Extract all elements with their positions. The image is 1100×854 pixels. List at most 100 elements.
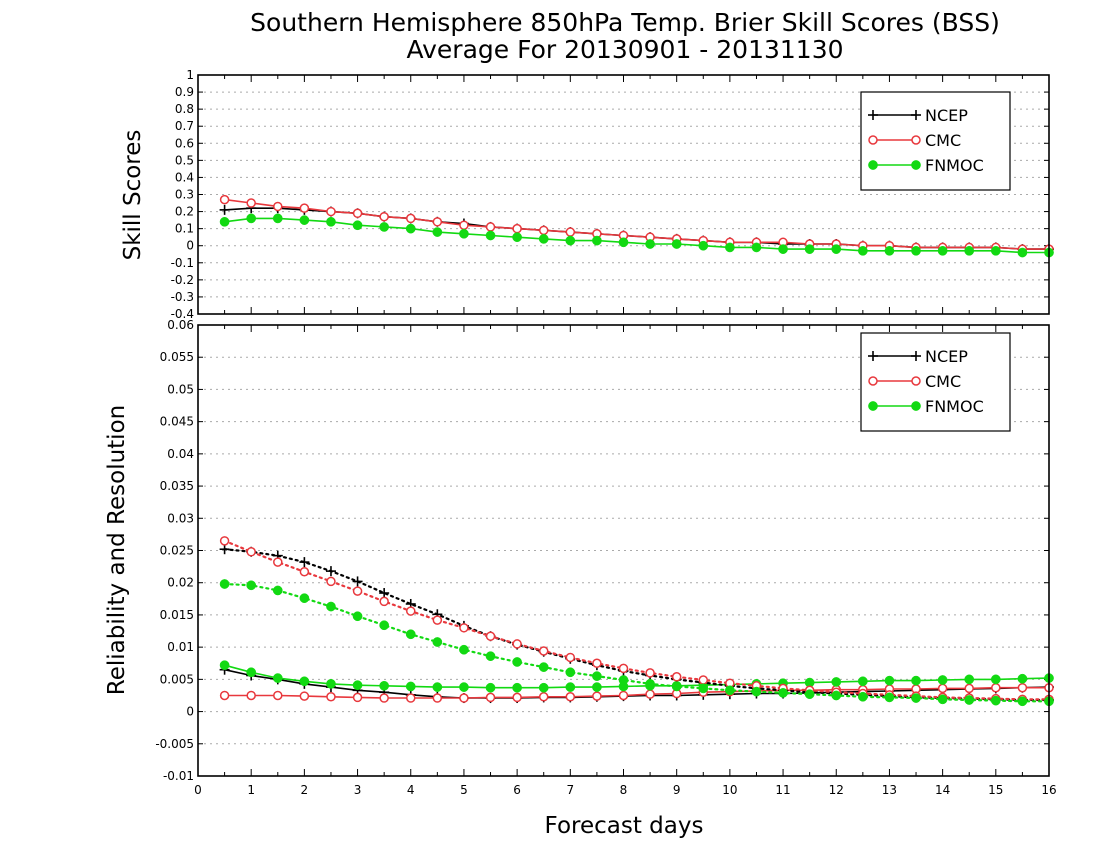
y-tick-label: 0.7: [175, 119, 194, 133]
data-point: [911, 675, 921, 686]
data-point: [352, 680, 363, 691]
legend-entry-fnmoc: FNMOC: [868, 397, 984, 416]
data-point: [219, 536, 230, 546]
x-tick-label: 10: [722, 783, 737, 797]
data-point: [219, 690, 230, 701]
data-point: [592, 671, 602, 681]
legend-marker: [868, 401, 878, 411]
data-point: [964, 245, 975, 256]
y-tick-label: 0.02: [167, 576, 194, 590]
y-tick-label: -0.1: [171, 256, 194, 270]
data-point: [459, 644, 469, 655]
data-point: [990, 695, 1001, 706]
chart-subtitle: Average For 20130901 - 20131130: [406, 35, 843, 64]
x-tick-label: 11: [775, 783, 790, 797]
data-point: [698, 675, 709, 685]
data-point: [352, 208, 363, 219]
legend-box: [860, 332, 1011, 432]
data-point: [406, 606, 416, 616]
data-point: [299, 567, 310, 577]
series-fnmoc-dotted: [219, 579, 1054, 707]
data-point: [565, 235, 576, 246]
legend-label: NCEP: [925, 347, 968, 366]
panel-1: 0.06 0.055 0.05 0.045 0.04 0.035 0.03 0.025 0.02…: [155, 318, 1054, 783]
data-point: [671, 672, 682, 682]
data-point: [326, 679, 336, 689]
data-point: [299, 215, 310, 225]
data-point: [299, 203, 310, 213]
series-line: [223, 539, 1051, 701]
data-point: [512, 232, 522, 243]
x-tick-label: 1: [247, 783, 255, 797]
plot-frame: [197, 74, 1050, 315]
data-point: [671, 239, 682, 249]
data-point: [273, 690, 283, 701]
data-point: [432, 217, 443, 227]
data-point: [272, 585, 283, 596]
data-point: [911, 245, 921, 256]
y-tick-label: 0.025: [160, 544, 194, 558]
data-point: [778, 244, 788, 254]
x-axis-title: Forecast days: [545, 813, 704, 839]
data-point: [299, 676, 310, 687]
data-point: [725, 242, 735, 253]
data-point: [485, 230, 496, 241]
y-tick-label: -0.3: [171, 290, 194, 304]
plot-frame: [197, 324, 1050, 777]
data-point: [273, 201, 283, 212]
x-tick-label: 2: [301, 783, 309, 797]
legend: NCEP CMC FNMOC: [860, 91, 1011, 191]
data-point: [645, 239, 655, 249]
y-tick-label: 0.06: [167, 318, 194, 332]
data-point: [459, 623, 469, 633]
data-point: [326, 576, 336, 587]
data-point: [512, 692, 522, 703]
y-tick-label: 0.05: [167, 382, 194, 396]
legend-marker: [868, 135, 878, 145]
data-point: [512, 657, 522, 667]
legend-label: CMC: [925, 372, 961, 391]
data-point: [352, 576, 363, 587]
legend-entry-ncep: NCEP: [868, 106, 968, 125]
data-point: [273, 557, 283, 567]
data-point: [432, 615, 443, 625]
data-point: [219, 544, 230, 555]
data-point: [379, 693, 389, 703]
data-point: [937, 694, 948, 705]
legend-marker: [911, 401, 921, 411]
data-point: [432, 682, 443, 692]
legend-entry-fnmoc: FNMOC: [868, 156, 984, 175]
legend-marker: [911, 160, 921, 170]
data-point: [246, 690, 256, 701]
top-y-axis-title: Skill Scores: [120, 130, 146, 261]
x-tick-label: 14: [935, 783, 950, 797]
data-point: [618, 237, 629, 248]
series-fnmoc-solid: [219, 213, 1054, 258]
y-tick-label: -0.2: [171, 273, 194, 287]
data-point: [565, 227, 576, 237]
x-tick-label: 8: [620, 783, 628, 797]
data-point: [485, 682, 496, 693]
data-point: [751, 686, 762, 697]
data-point: [459, 693, 469, 703]
data-point: [671, 681, 682, 692]
data-point: [698, 240, 709, 251]
y-tick-label: 0.005: [160, 672, 194, 686]
y-tick-label: 0.9: [175, 85, 194, 99]
data-point: [272, 673, 283, 683]
legend-marker: [868, 351, 878, 361]
y-tick-label: 0.2: [175, 205, 194, 219]
legend-marker: [868, 376, 878, 386]
data-point: [219, 194, 230, 205]
data-point: [299, 691, 310, 701]
data-point: [618, 663, 629, 674]
data-point: [485, 651, 496, 662]
series-line: [223, 582, 1051, 703]
data-point: [1017, 673, 1028, 684]
legend: NCEP CMC FNMOC: [860, 332, 1011, 432]
x-tick-label: 13: [882, 783, 897, 797]
data-point: [778, 688, 788, 698]
legend-entry-cmc: CMC: [868, 372, 961, 391]
data-point: [379, 620, 390, 631]
legend-label: NCEP: [925, 106, 968, 125]
